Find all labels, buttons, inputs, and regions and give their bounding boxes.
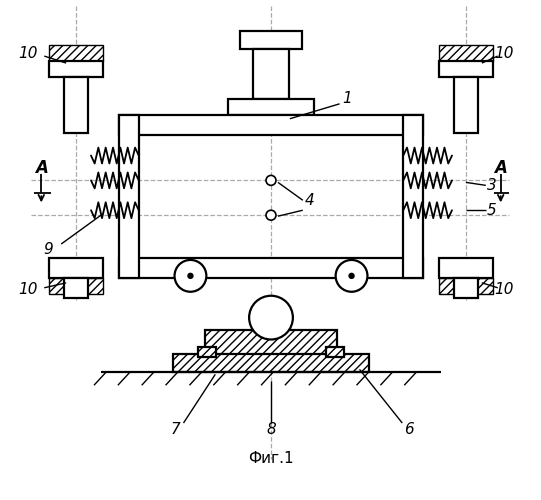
Circle shape	[349, 274, 354, 278]
Text: 4: 4	[305, 193, 315, 208]
Circle shape	[335, 260, 367, 292]
Bar	[206, 330, 337, 357]
Text: 10: 10	[494, 46, 513, 60]
Bar	[454, 77, 478, 132]
Circle shape	[266, 210, 276, 220]
Text: 10: 10	[18, 46, 38, 60]
Text: 1: 1	[342, 92, 352, 106]
Text: 10: 10	[18, 282, 38, 298]
Bar	[439, 258, 493, 278]
Bar	[64, 278, 88, 297]
Bar	[49, 278, 103, 294]
Bar	[326, 348, 344, 358]
Bar	[439, 45, 493, 61]
Bar	[403, 115, 423, 278]
Bar	[228, 99, 314, 115]
Bar	[119, 115, 138, 278]
Bar	[173, 354, 370, 372]
Circle shape	[266, 176, 276, 186]
Text: A: A	[35, 160, 48, 178]
Text: 5: 5	[487, 202, 497, 218]
Bar	[240, 31, 302, 49]
Text: 3: 3	[487, 178, 497, 193]
Text: 9: 9	[43, 242, 53, 258]
Bar	[64, 77, 88, 132]
Bar	[199, 348, 216, 358]
Circle shape	[188, 274, 193, 278]
Text: 7: 7	[170, 422, 180, 436]
Bar	[439, 61, 493, 77]
Bar	[119, 258, 423, 278]
Circle shape	[175, 260, 206, 292]
Bar	[119, 115, 423, 134]
Text: 6: 6	[404, 422, 414, 436]
Text: A: A	[494, 160, 507, 178]
Bar	[439, 278, 493, 294]
Text: 8: 8	[266, 422, 276, 436]
Circle shape	[249, 296, 293, 340]
Bar	[253, 49, 289, 99]
Text: 10: 10	[494, 282, 513, 298]
Bar	[454, 278, 478, 297]
Bar	[49, 61, 103, 77]
Text: Фиг.1: Фиг.1	[248, 452, 294, 466]
Bar	[49, 45, 103, 61]
Bar	[49, 258, 103, 278]
